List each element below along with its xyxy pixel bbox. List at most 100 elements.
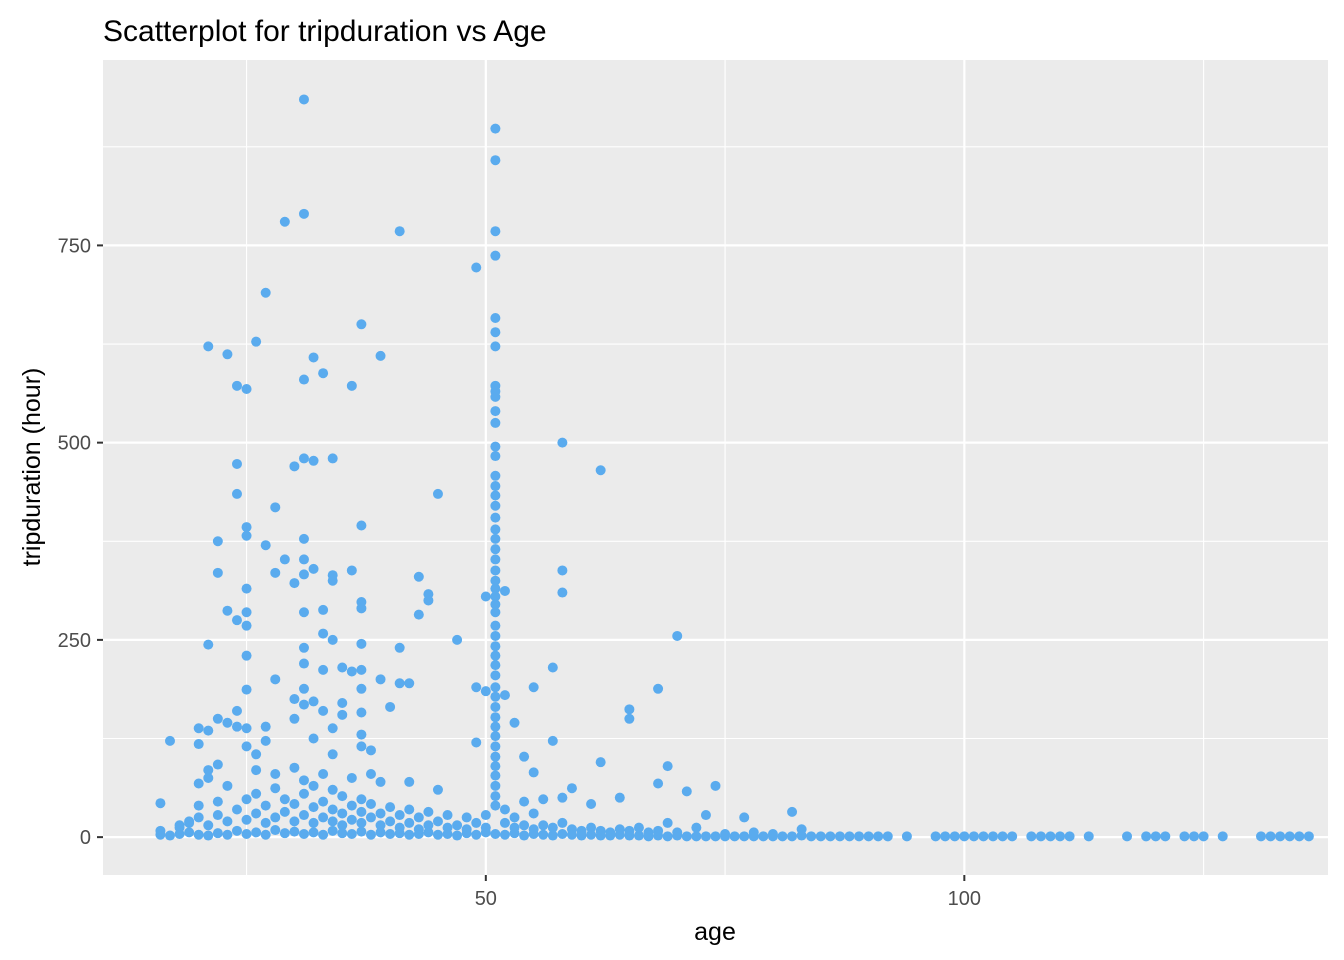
data-point <box>375 776 386 787</box>
data-point <box>1064 831 1075 842</box>
data-point <box>490 607 501 618</box>
data-point <box>796 830 807 841</box>
data-point <box>298 453 309 464</box>
data-point <box>519 796 530 807</box>
data-point <box>413 571 424 582</box>
data-point <box>270 812 281 823</box>
data-point <box>557 587 568 598</box>
data-point <box>270 825 281 836</box>
data-point <box>490 791 501 802</box>
y-tick-label: 750 <box>58 235 91 257</box>
data-point <box>212 759 223 770</box>
data-point <box>873 831 884 842</box>
data-point <box>1198 831 1209 842</box>
data-point <box>557 817 568 828</box>
data-point <box>241 814 252 825</box>
data-point <box>318 705 329 716</box>
data-point <box>241 607 252 618</box>
data-point <box>385 828 396 839</box>
data-point <box>318 664 329 675</box>
data-point <box>643 827 654 838</box>
data-point <box>528 682 539 693</box>
data-point <box>452 820 463 831</box>
data-point <box>595 757 606 768</box>
data-point <box>404 829 415 840</box>
data-point <box>270 769 281 780</box>
data-point <box>490 575 501 586</box>
data-point <box>490 341 501 352</box>
data-point <box>480 810 491 821</box>
data-point <box>308 802 319 813</box>
data-point <box>327 816 338 827</box>
data-point <box>241 383 252 394</box>
data-point <box>241 741 252 752</box>
data-point <box>509 822 520 833</box>
data-point <box>241 583 252 594</box>
data-point <box>298 533 309 544</box>
data-point <box>231 615 242 626</box>
data-point <box>471 737 482 748</box>
data-point <box>308 733 319 744</box>
data-point <box>528 808 539 819</box>
data-point <box>681 786 692 797</box>
data-point <box>298 699 309 710</box>
data-point <box>777 831 788 842</box>
data-point <box>432 784 443 795</box>
data-point <box>356 741 367 752</box>
data-point <box>231 705 242 716</box>
data-point <box>289 461 300 472</box>
data-point <box>279 216 290 227</box>
data-point <box>691 831 702 842</box>
data-point <box>739 812 750 823</box>
data-point <box>720 828 731 839</box>
data-point <box>528 824 539 835</box>
data-point <box>289 578 300 589</box>
data-point <box>260 735 271 746</box>
data-point <box>739 831 750 842</box>
data-point <box>490 481 501 492</box>
data-point <box>193 739 204 750</box>
data-point <box>212 713 223 724</box>
chart-title: Scatterplot for tripduration vs Age <box>103 15 547 48</box>
data-point <box>490 533 501 544</box>
data-point <box>519 820 530 831</box>
data-point <box>231 804 242 815</box>
data-point <box>1160 831 1171 842</box>
data-point <box>566 783 577 794</box>
data-point <box>557 437 568 448</box>
data-point <box>318 829 329 840</box>
data-point <box>710 780 721 791</box>
data-point <box>298 775 309 786</box>
data-point <box>279 554 290 565</box>
data-point <box>1189 831 1200 842</box>
x-tick-label: 50 <box>475 888 497 910</box>
data-point <box>241 530 252 541</box>
data-point <box>289 762 300 773</box>
data-point <box>241 650 252 661</box>
data-point <box>490 731 501 742</box>
data-point <box>710 831 721 842</box>
data-point <box>289 694 300 705</box>
data-point <box>356 729 367 740</box>
data-point <box>404 817 415 828</box>
data-point <box>490 490 501 501</box>
data-point <box>298 208 309 219</box>
data-point <box>490 417 501 428</box>
data-point <box>787 831 798 842</box>
data-point <box>806 831 817 842</box>
x-tick-label: 100 <box>948 888 981 910</box>
data-point <box>337 662 348 673</box>
data-point <box>241 723 252 734</box>
data-point <box>509 812 520 823</box>
data-point <box>471 262 482 273</box>
data-point <box>155 829 166 840</box>
data-point <box>356 806 367 817</box>
data-point <box>375 350 386 361</box>
data-point <box>327 825 338 836</box>
data-point <box>949 831 960 842</box>
data-point <box>327 575 338 586</box>
data-point <box>672 827 683 838</box>
data-point <box>356 638 367 649</box>
data-point <box>356 683 367 694</box>
data-point <box>308 352 319 363</box>
